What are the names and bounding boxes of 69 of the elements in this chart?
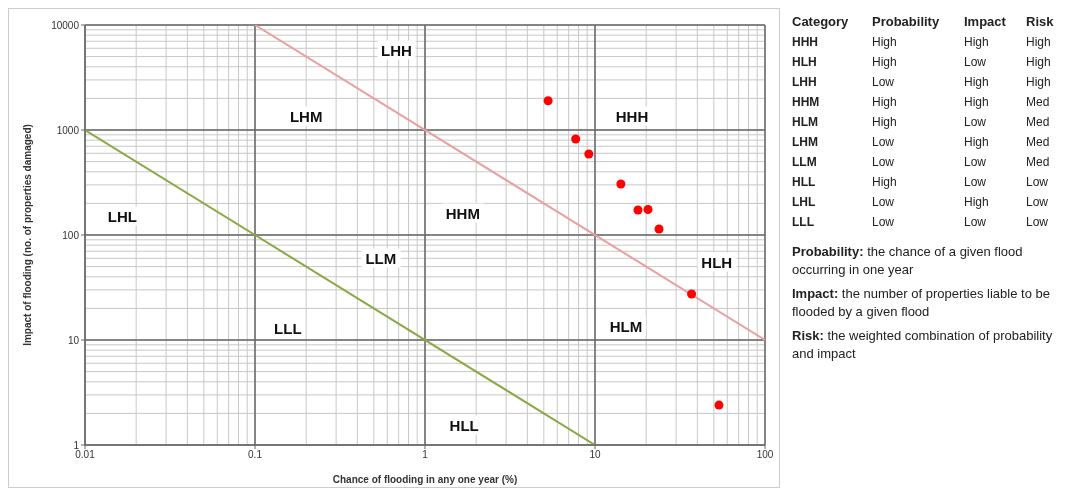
x-tick-label: 100 [756, 449, 774, 461]
text: HLM [792, 115, 819, 129]
annotation: HHH [611, 106, 653, 126]
x-tick-label: 10 [589, 449, 601, 461]
text: LLL [792, 215, 815, 229]
text: Risk: the weighted combination of probability and impact [792, 328, 1053, 361]
text: HLL [792, 175, 817, 189]
y-tick-label: 10000 [51, 19, 80, 31]
text: High [872, 175, 898, 189]
annotation: LLL [270, 318, 306, 338]
annotation: HLM [605, 316, 647, 336]
text: Low [964, 175, 987, 189]
text: High [1026, 55, 1052, 69]
text: HLH [792, 55, 818, 69]
text: Probability [872, 14, 941, 29]
annotation: LHH [377, 40, 416, 60]
y-tick-label: 100 [62, 229, 80, 241]
text: Low [964, 55, 987, 69]
y-tick-label: 10 [67, 334, 80, 346]
text: High [872, 115, 898, 129]
text: Risk [1026, 14, 1055, 29]
text: LHH [792, 75, 818, 89]
text: Low [872, 155, 895, 169]
text: Low [964, 155, 987, 169]
text: Med [1026, 95, 1051, 109]
text: High [872, 35, 898, 49]
text: Med [1026, 115, 1051, 129]
annotation: HLH [697, 252, 737, 272]
x-tick-label: 1 [422, 449, 429, 461]
text: Low [964, 115, 987, 129]
y-axis-title: Impact of flooding (no. of properties damaged) [21, 124, 33, 346]
text: Low [872, 135, 895, 149]
text: Category [792, 14, 850, 29]
text: High [964, 95, 990, 109]
text: Impact [964, 14, 1007, 29]
annotation: HHM [441, 203, 484, 223]
text: High [964, 195, 990, 209]
text: LLM [792, 155, 818, 169]
x-tick-label: 0.1 [248, 449, 263, 461]
text: High [872, 55, 898, 69]
x-tick-label: 0.01 [75, 449, 96, 461]
text: LHM [792, 135, 819, 149]
text: High [964, 35, 990, 49]
annotation: LHL [103, 206, 141, 226]
x-axis-title: Chance of flooding in any one year (%) [332, 474, 518, 485]
text: Low [872, 215, 895, 229]
text: Med [1026, 135, 1051, 149]
text: HHH [792, 35, 819, 49]
y-tick-label: 1000 [56, 124, 80, 136]
text: Low [1026, 215, 1049, 229]
text: Med [1026, 155, 1051, 169]
text: LHL [792, 195, 817, 209]
text: Low [1026, 175, 1049, 189]
annotation: HLL [445, 415, 483, 435]
text: Impact: the number of properties liable to be flooded by a given flood [792, 286, 1050, 319]
annotation: LHM [285, 106, 327, 126]
text: Probability: the chance of a given flood occurring in one year [792, 244, 1023, 277]
annotation: LLM [361, 248, 401, 268]
text: Low [872, 75, 895, 89]
text: HHM [792, 95, 821, 109]
text: Low [1026, 195, 1049, 209]
y-tick-label: 1 [73, 439, 80, 451]
text: Low [964, 215, 987, 229]
text: High [964, 135, 990, 149]
text: High [964, 75, 990, 89]
text: High [872, 95, 898, 109]
text: Low [872, 195, 895, 209]
text: High [1026, 75, 1052, 89]
text: High [1026, 35, 1052, 49]
